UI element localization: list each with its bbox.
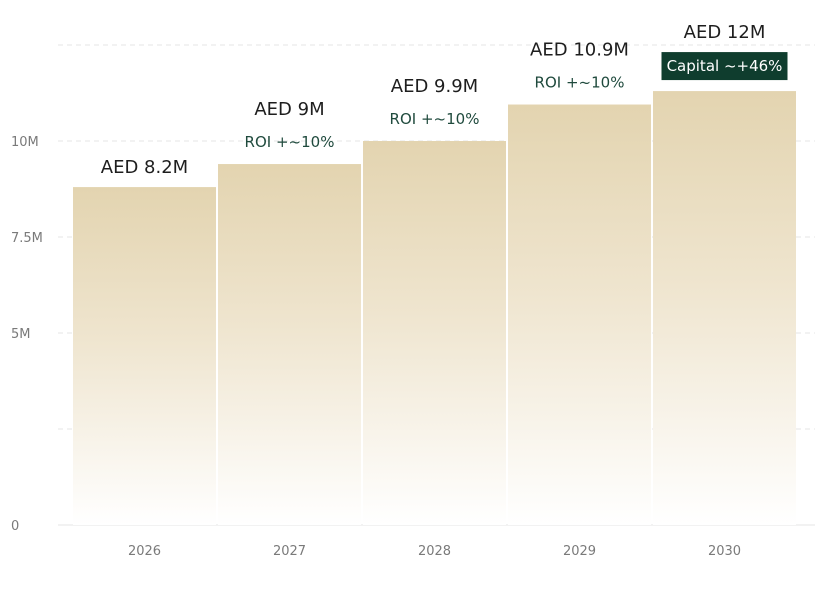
bar xyxy=(363,141,506,525)
y-tick-label: 7.5M xyxy=(11,231,43,246)
y-tick-label: 0 xyxy=(11,519,19,534)
y-tick-label: 5M xyxy=(11,327,31,342)
value-label: AED 9M xyxy=(254,99,324,120)
x-axis-ticks: 2026 2027 2028 2029 2030 xyxy=(128,544,741,559)
bar xyxy=(508,104,651,526)
bars xyxy=(73,91,796,526)
capital-badge xyxy=(661,52,788,81)
bar xyxy=(653,91,796,525)
y-tick-label: 10M xyxy=(11,135,39,150)
value-label: AED 12M xyxy=(684,22,766,43)
roi-label: ROI +~10% xyxy=(245,133,335,151)
x-tick-label: 2029 xyxy=(563,544,596,559)
roi-label: ROI +~10% xyxy=(390,110,480,128)
roi-label: ROI +~10% xyxy=(535,74,625,92)
x-tick-label: 2027 xyxy=(273,544,306,559)
bar xyxy=(218,164,361,526)
x-tick-label: 2030 xyxy=(708,544,741,559)
x-tick-label: 2026 xyxy=(128,544,161,559)
value-label: AED 9.9M xyxy=(391,76,478,97)
value-label: AED 8.2M xyxy=(101,157,188,178)
x-tick-label: 2028 xyxy=(418,544,451,559)
capital-badge-label: Capital ~+46% xyxy=(667,57,783,75)
bar-labels: AED 8.2M AED 9M ROI +~10% AED 9.9M ROI +~10%… xyxy=(101,22,788,178)
y-axis-ticks: 0 5M 7.5M 10M xyxy=(11,135,43,534)
value-label: AED 10.9M xyxy=(530,40,629,61)
bar xyxy=(73,187,216,525)
